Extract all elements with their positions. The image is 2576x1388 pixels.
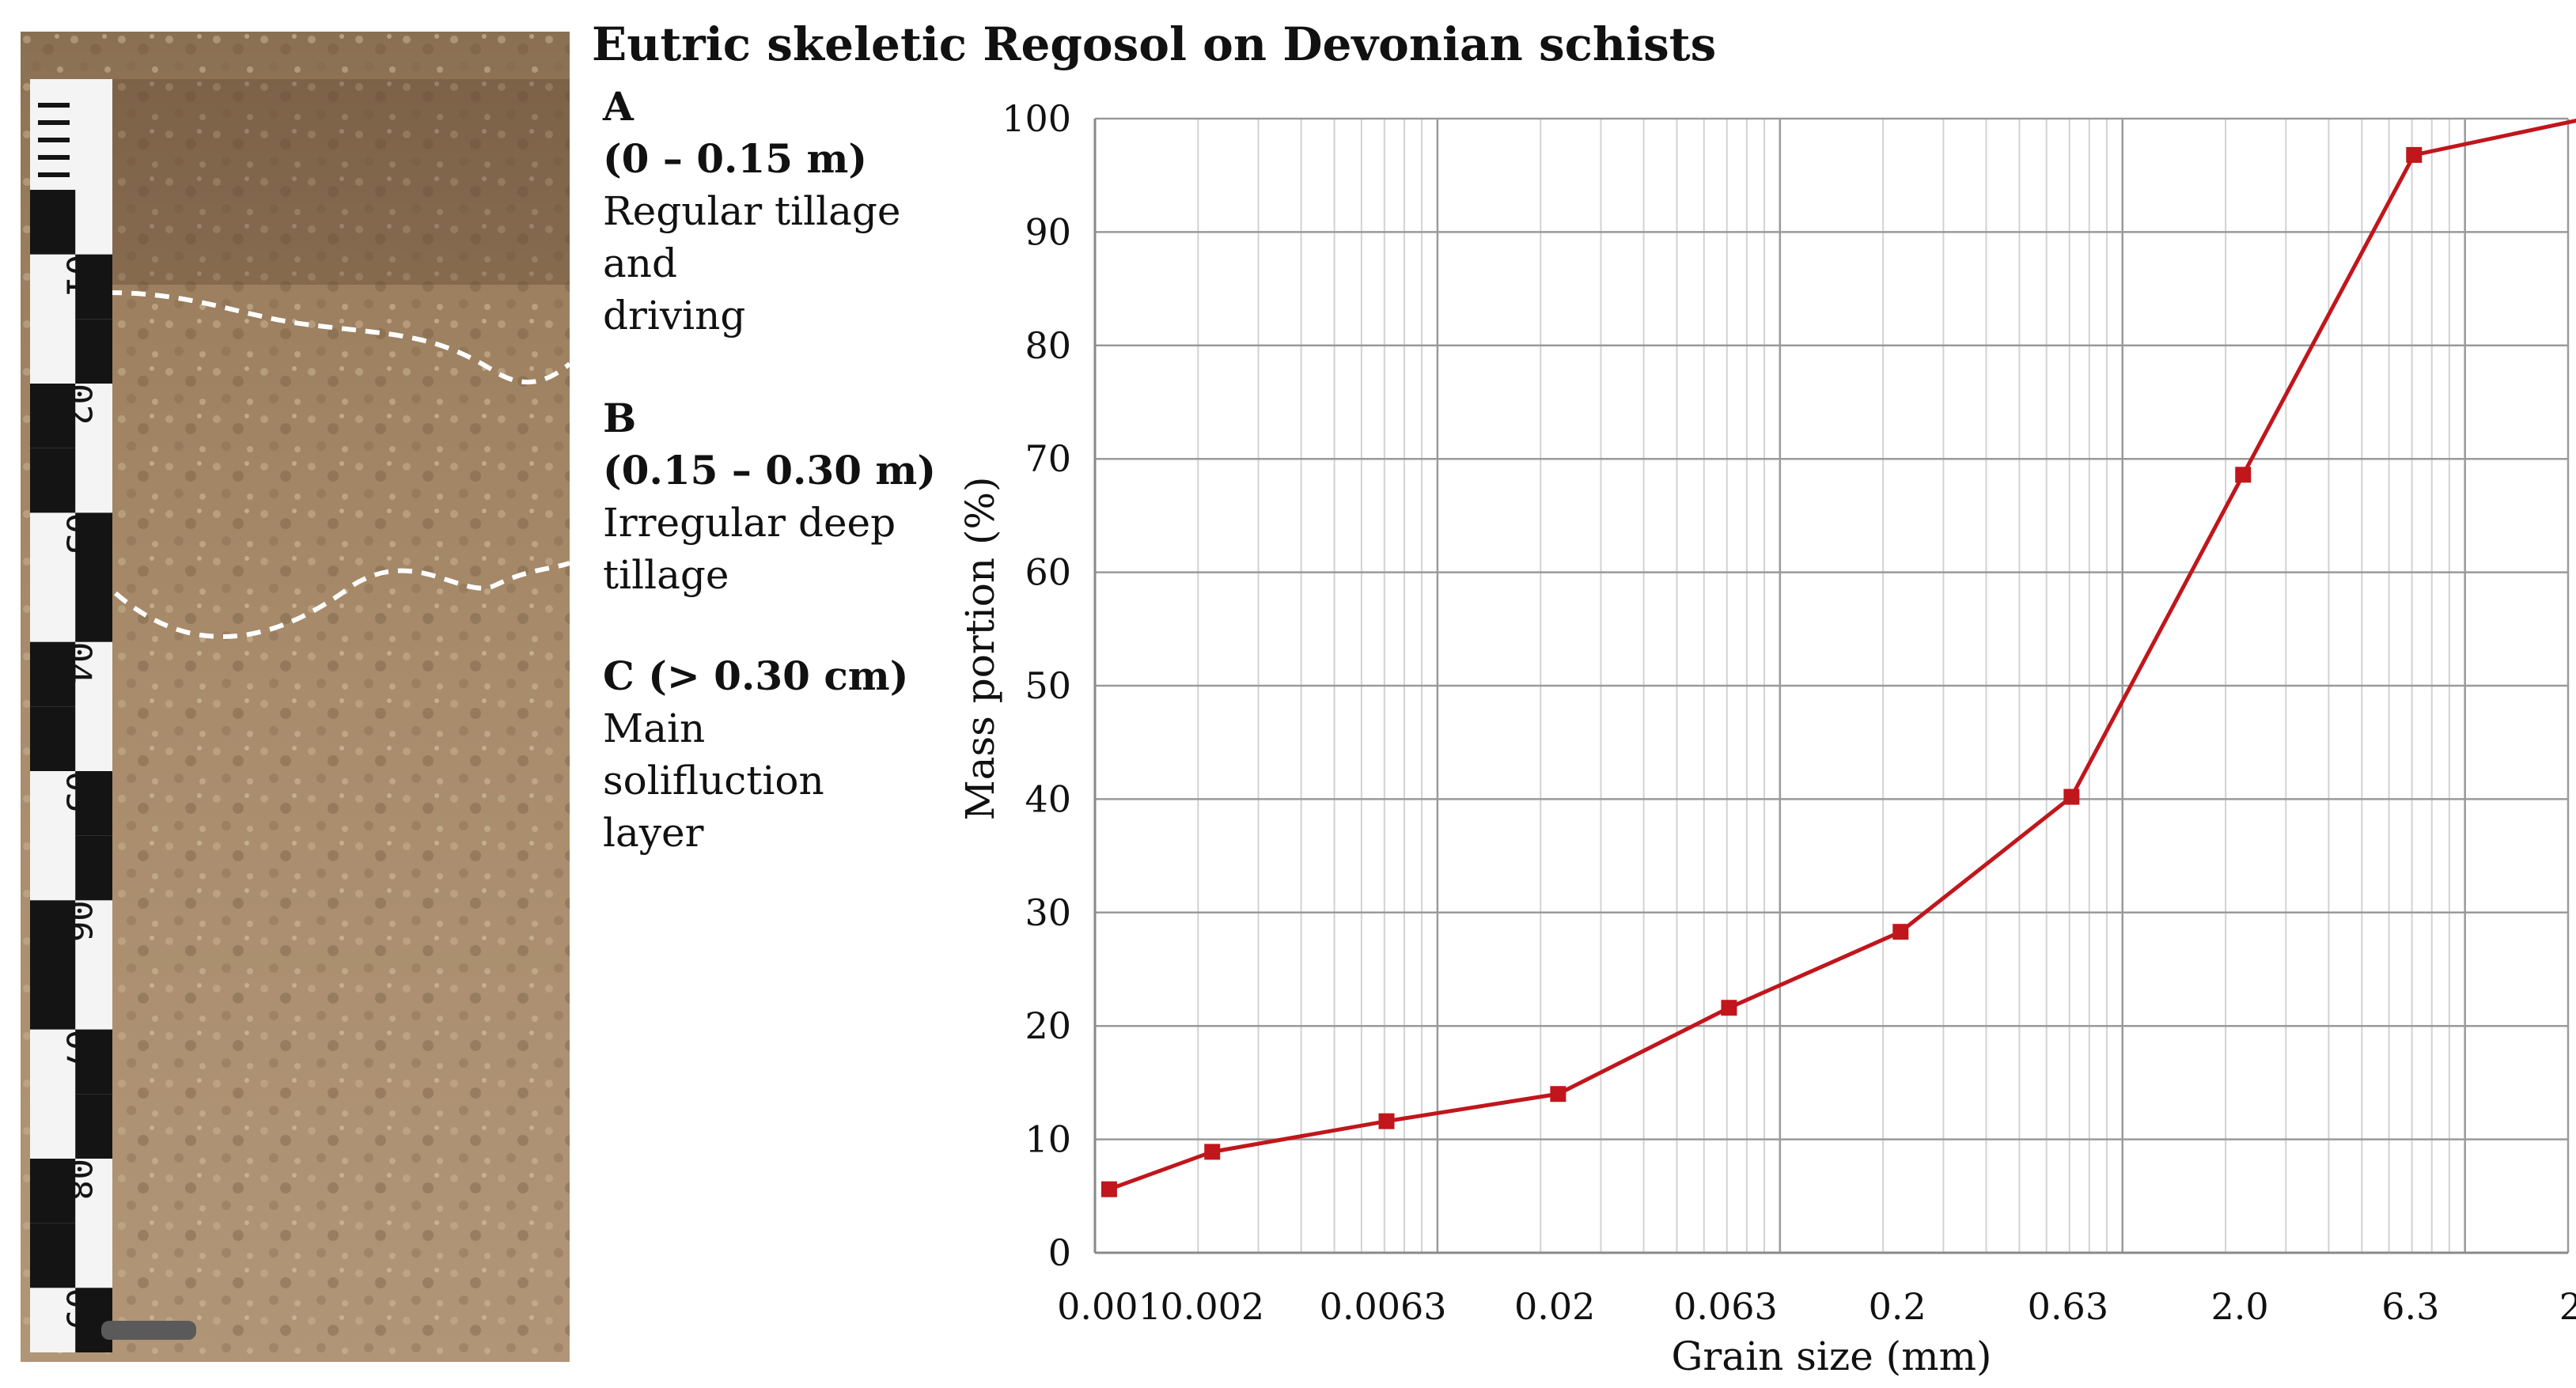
- data-point: [1100, 1181, 1117, 1197]
- scale-block: [75, 771, 112, 836]
- scale-block: [30, 706, 76, 771]
- figure-title: Eutric skeletic Regosol on Devonian schi…: [592, 17, 1717, 71]
- x-tick-label: 0.02: [1514, 1285, 1595, 1328]
- scale-label: 09: [58, 1288, 98, 1329]
- horizon-c-line: solifluction: [603, 758, 824, 804]
- grid-major: [1093, 117, 2570, 1254]
- scale-tick: [38, 120, 70, 125]
- x-tick-label: 0.063: [1673, 1285, 1778, 1328]
- y-axis-label: Mass portion (%): [957, 476, 1003, 820]
- y-tick-label: 30: [1025, 891, 1071, 934]
- horizon-b-description: B (0.15 – 0.30 m) Irregular deep tillage: [603, 392, 936, 601]
- scale-block: [75, 835, 112, 901]
- scale-label: 03: [58, 512, 98, 554]
- measuring-scale: 01 02 03 04 05 06 07 08 09: [30, 79, 196, 1352]
- scale-tick: [38, 155, 70, 160]
- scale-block: [75, 1094, 112, 1159]
- scale-block: [30, 1159, 76, 1223]
- x-tick-label: 0.002: [1160, 1285, 1264, 1328]
- x-tick-label: 20: [2559, 1285, 2576, 1328]
- scale-block: [75, 512, 112, 577]
- scale-rod: [101, 1321, 196, 1340]
- y-axis-ticks: 0 10 20 30 40 50 60 70 80 90 100: [1002, 97, 1071, 1274]
- y-tick-label: 90: [1025, 210, 1071, 253]
- scale-tick: [38, 172, 70, 177]
- y-tick-label: 50: [1025, 664, 1071, 707]
- data-point: [2235, 467, 2252, 483]
- x-tick-label: 0.63: [2028, 1285, 2108, 1328]
- series-line: [1108, 119, 2576, 1192]
- scale-label: 04: [58, 642, 98, 684]
- horizon-b-line: Irregular deep: [603, 500, 896, 546]
- horizon-a-description: A (0 – 0.15 m) Regular tillage and drivi…: [603, 81, 935, 342]
- horizon-boundary-bc: [114, 561, 570, 639]
- horizon-a-name: A: [603, 83, 634, 130]
- scale-block: [30, 641, 76, 707]
- scale-block: [75, 1029, 112, 1095]
- data-point: [1550, 1086, 1566, 1102]
- horizon-b-name: B: [603, 395, 637, 441]
- scale-block: [75, 254, 112, 320]
- scale-label: 06: [58, 900, 98, 942]
- data-point: [2406, 146, 2423, 163]
- y-tick-label: 40: [1025, 777, 1071, 820]
- horizon-boundary-ab: [107, 290, 570, 385]
- x-tick-label: 0.001: [1057, 1285, 1161, 1328]
- horizon-c-description: C (> 0.30 cm) Main solifluction layer: [603, 650, 935, 859]
- x-axis-label: Grain size (mm): [1671, 1333, 1991, 1379]
- y-tick-label: 70: [1025, 437, 1071, 480]
- horizon-a-line: and: [603, 240, 678, 286]
- scale-block: [30, 900, 76, 965]
- y-tick-label: 10: [1025, 1118, 1071, 1161]
- x-tick-label: 0.0063: [1320, 1285, 1447, 1328]
- scale-label: 01: [58, 255, 98, 297]
- scale-tick: [38, 103, 70, 108]
- scale-label: 05: [58, 771, 98, 813]
- series-polyline: [1108, 119, 2576, 1192]
- data-point: [2063, 789, 2080, 805]
- scale-block: [30, 190, 76, 255]
- scale-label: 02: [58, 384, 98, 425]
- scale-label: 08: [58, 1159, 98, 1201]
- scale-block: [75, 319, 112, 384]
- scale-tick: [38, 138, 70, 142]
- data-point: [1721, 1000, 1737, 1016]
- data-point: [1892, 924, 1909, 940]
- y-tick-label: 60: [1025, 551, 1071, 594]
- y-tick-label: 20: [1025, 1004, 1071, 1047]
- soil-profile-photo: 01 02 03 04 05 06 07 08 09: [21, 32, 570, 1362]
- scale-label: 07: [58, 1030, 98, 1072]
- scale-block: [75, 1288, 112, 1352]
- y-tick-label: 100: [1002, 97, 1071, 140]
- horizon-a-line: Regular tillage: [603, 188, 901, 234]
- horizon-c-heading: C (> 0.30 cm): [603, 652, 909, 699]
- horizon-a-line: driving: [603, 293, 746, 338]
- horizon-b-line: tillage: [603, 552, 729, 598]
- scale-block: [30, 384, 76, 448]
- horizon-c-line: Main: [603, 705, 706, 751]
- scale-block: [30, 1223, 76, 1288]
- y-tick-label: 80: [1025, 324, 1071, 367]
- horizon-a-depth: (0 – 0.15 m): [603, 135, 868, 182]
- horizon-c-line: layer: [603, 810, 704, 856]
- data-point: [1204, 1144, 1221, 1160]
- x-tick-label: 6.3: [2381, 1285, 2439, 1328]
- scale-block: [30, 448, 76, 513]
- horizon-b-depth: (0.15 – 0.30 m): [603, 447, 936, 494]
- scale-block: [30, 965, 76, 1030]
- scale-block: [75, 577, 112, 642]
- x-tick-label: 2.0: [2211, 1285, 2269, 1328]
- scale-tick: [38, 190, 70, 195]
- data-point: [1378, 1113, 1395, 1129]
- topsoil-dark-zone: [100, 79, 570, 285]
- y-tick-label: 0: [1048, 1231, 1071, 1274]
- series-points: [1100, 146, 2423, 1197]
- x-tick-label: 0.2: [1869, 1285, 1926, 1328]
- grid-minor: [1197, 119, 2466, 1253]
